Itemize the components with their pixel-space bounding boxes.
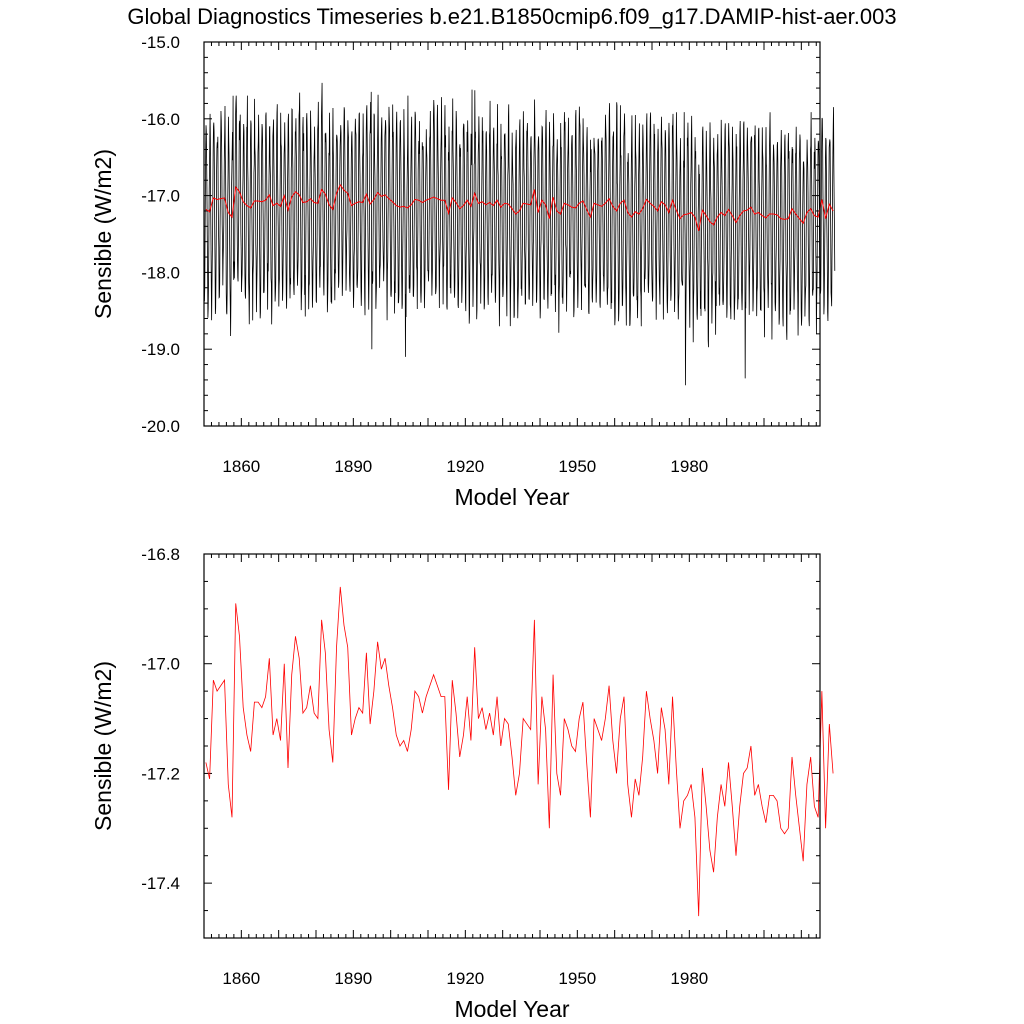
bottom-plot-frame: [203, 553, 821, 939]
top-xtick-labels: 1860 1890 1920 1950 1980: [222, 457, 708, 476]
bottom-xtick-label-1950: 1950: [558, 969, 596, 988]
top-ticks: [203, 41, 820, 427]
top-ytick-label-5: -20.0: [141, 417, 180, 436]
top-ytick-label-4: -19.0: [141, 340, 180, 359]
bottom-ytick-label-2: -17.2: [141, 764, 180, 783]
bottom-xtick-label-1980: 1980: [670, 969, 708, 988]
top-xtick-label-1950: 1950: [558, 457, 596, 476]
top-xtick-label-1920: 1920: [446, 457, 484, 476]
bottom-ytick-label-1: -17.0: [141, 655, 180, 674]
top-panel: 1860 1890 1920 1950 1980 -15.0 -16.0 -17…: [90, 33, 836, 510]
top-yaxis-title: Sensible (W/m2): [90, 149, 116, 319]
bottom-xtick-label-1890: 1890: [334, 969, 372, 988]
top-ytick-label-1: -16.0: [141, 110, 180, 129]
bottom-panel: 1860 1890 1920 1950 1980 -16.8 -17.0 -17…: [90, 545, 834, 1022]
top-plot-frame: [203, 41, 821, 427]
figure-title: Global Diagnostics Timeseries b.e21.B185…: [127, 4, 896, 29]
top-xaxis-title: Model Year: [454, 484, 569, 510]
bottom-ytick-labels: -16.8 -17.0 -17.2 -17.4: [141, 545, 180, 893]
annual-series-line-top: [205, 183, 834, 232]
bottom-xtick-labels: 1860 1890 1920 1950 1980: [222, 969, 708, 988]
bottom-ytick-label-0: -16.8: [141, 545, 180, 564]
bottom-xtick-label-1920: 1920: [446, 969, 484, 988]
top-ytick-labels: -15.0 -16.0 -17.0 -18.0 -19.0 -20.0: [141, 33, 180, 436]
top-ytick-label-3: -18.0: [141, 263, 180, 282]
bottom-xtick-label-1860: 1860: [222, 969, 260, 988]
top-ytick-label-2: -17.0: [141, 187, 180, 206]
top-xtick-label-1860: 1860: [222, 457, 260, 476]
bottom-ticks: [203, 553, 820, 939]
bottom-ytick-label-3: -17.4: [141, 874, 180, 893]
bottom-xaxis-title: Model Year: [454, 996, 569, 1022]
annual-series-line-bottom: [205, 586, 834, 917]
top-xtick-label-1890: 1890: [334, 457, 372, 476]
monthly-series-line: [203, 82, 836, 386]
top-xtick-label-1980: 1980: [670, 457, 708, 476]
bottom-yaxis-title: Sensible (W/m2): [90, 661, 116, 831]
top-ytick-label-0: -15.0: [141, 33, 180, 52]
